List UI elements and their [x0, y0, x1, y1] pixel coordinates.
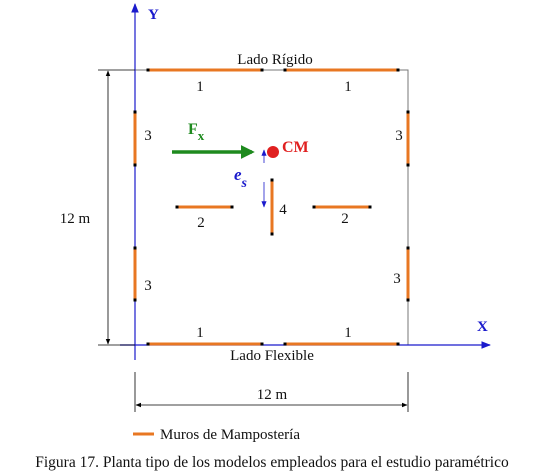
wall-label: 2: [197, 215, 205, 231]
wall-label: 3: [144, 128, 152, 144]
x-axis-label: X: [477, 319, 488, 335]
side-label: Lado Rígido: [237, 52, 312, 68]
wall-end: [260, 68, 264, 72]
caption: Figura 17. Planta tipo de los modelos em…: [35, 454, 509, 471]
eccentricity-label: es: [234, 165, 248, 191]
wall-end: [146, 68, 150, 72]
force-symbol: F: [188, 121, 198, 138]
walls: 1 1 1 1 3 3 3 3 2 2 4: [133, 68, 410, 346]
wall-end: [406, 110, 410, 114]
wall-end: [133, 246, 137, 250]
wall-end: [406, 298, 410, 302]
side-label: Lado Flexible: [230, 348, 314, 364]
wall-label: 2: [341, 211, 349, 227]
wall-end: [283, 68, 287, 72]
center-of-mass: [267, 146, 279, 158]
wall-label: 1: [196, 79, 204, 95]
dimension-label: 12 m: [60, 211, 91, 227]
y-axis-label: Y: [148, 7, 159, 23]
eccentricity-subscript: s: [241, 176, 248, 191]
eccentricity-symbol: e: [234, 165, 242, 184]
cm-label: CM: [282, 139, 309, 156]
wall-end: [270, 178, 274, 182]
wall-end: [283, 342, 287, 346]
wall-end: [175, 205, 179, 209]
wall-end: [396, 342, 400, 346]
wall-label: 1: [344, 325, 352, 341]
wall-end: [396, 68, 400, 72]
wall-end: [406, 163, 410, 167]
wall-end: [133, 110, 137, 114]
wall-label: 3: [395, 128, 403, 144]
force-subscript: x: [198, 128, 205, 143]
dimension-lines: [98, 69, 409, 412]
wall-end: [270, 232, 274, 236]
wall-label: 1: [196, 325, 204, 341]
force-label: Fx: [188, 121, 205, 143]
wall-end: [133, 298, 137, 302]
wall-end: [133, 163, 137, 167]
wall-end: [368, 205, 372, 209]
wall-label: 1: [344, 79, 352, 95]
dimension-label: 12 m: [257, 387, 288, 403]
wall-label: 4: [279, 202, 287, 218]
wall-label: 3: [393, 271, 401, 287]
wall-end: [230, 205, 234, 209]
wall-end: [146, 342, 150, 346]
legend-label: Muros de Mampostería: [160, 427, 300, 443]
wall-end: [406, 246, 410, 250]
wall-end: [312, 205, 316, 209]
wall-label: 3: [144, 278, 152, 294]
wall-end: [260, 342, 264, 346]
